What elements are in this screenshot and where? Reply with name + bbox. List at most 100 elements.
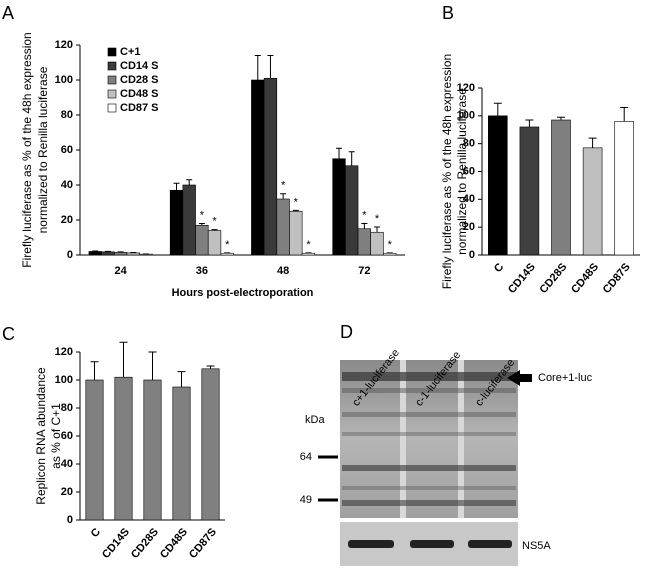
x-tick-label: 36 — [196, 265, 208, 277]
error-bar — [90, 361, 99, 380]
y-axis-label: Replicon RNA abundance — [34, 367, 48, 505]
bar — [357, 228, 372, 256]
bar — [169, 189, 184, 256]
y-tick-label: 120 — [457, 82, 475, 94]
error-bar — [92, 250, 99, 252]
bar — [614, 121, 634, 256]
bar — [263, 77, 278, 256]
bar — [345, 165, 359, 256]
panel-letter: A — [2, 3, 14, 23]
x-tick-label: C — [89, 526, 103, 540]
band-label: Core+1-luc — [538, 372, 593, 384]
bar — [582, 147, 603, 256]
y-axis-label: normalized to Renilla luciferase — [455, 88, 469, 255]
bar — [201, 368, 220, 521]
bar — [276, 198, 290, 256]
error-bar — [267, 55, 274, 79]
y-axis-label: Firefly luciferase as % of the 48h expre… — [20, 32, 34, 267]
x-tick-label: 72 — [358, 265, 370, 277]
bar — [207, 230, 222, 256]
y-tick-label: 60 — [463, 165, 475, 177]
x-tick-label: C — [492, 261, 506, 275]
x-axis-label: Hours post-electroporation — [172, 287, 314, 299]
error-bar — [117, 251, 124, 253]
bar — [101, 251, 115, 256]
bar — [113, 252, 128, 256]
bar — [182, 184, 196, 256]
x-tick-label: CD87S — [601, 261, 633, 296]
error-bar — [173, 182, 180, 191]
y-tick-label: 100 — [457, 110, 475, 122]
x-tick-label: CD28S — [129, 526, 161, 561]
bar — [195, 224, 209, 256]
y-tick-label: 20 — [463, 221, 475, 233]
annotation: * — [225, 239, 230, 251]
bar — [383, 252, 397, 256]
y-tick-label: 60 — [61, 430, 73, 442]
error-bar — [557, 116, 565, 121]
marker-label: 49 — [300, 494, 312, 506]
error-bar — [198, 223, 205, 226]
bar — [289, 210, 303, 256]
x-tick-label: 24 — [115, 265, 128, 277]
error-bar — [254, 55, 261, 80]
y-axis-label: Firefly luciferase as % of the 48h expre… — [440, 54, 454, 289]
y-tick-label: 80 — [463, 138, 475, 150]
annotation: * — [375, 213, 380, 225]
x-tick-label: CD28S — [538, 261, 570, 296]
error-bar — [493, 102, 502, 116]
x-tick-label: CD14S — [506, 261, 538, 296]
y-tick-label: 120 — [55, 346, 73, 358]
bar — [370, 231, 384, 256]
bar — [301, 252, 316, 256]
bar — [126, 252, 140, 256]
y-tick-label: 80 — [61, 109, 73, 121]
error-bar — [119, 341, 128, 378]
error-bar — [620, 106, 629, 122]
y-tick-label: 40 — [61, 458, 73, 470]
y-tick-label: 60 — [61, 144, 73, 156]
y-tick-label: 100 — [55, 74, 73, 86]
error-bar — [588, 137, 597, 148]
blot-image — [318, 360, 532, 566]
annotation: * — [212, 216, 217, 228]
y-tick-label: 40 — [463, 193, 475, 205]
x-tick-label: 48 — [277, 265, 289, 277]
legend-label: C+1 — [120, 46, 141, 58]
error-bar — [206, 365, 215, 369]
y-tick-label: 120 — [55, 39, 73, 51]
legend-swatch — [107, 47, 117, 57]
bar — [172, 386, 191, 521]
error-bar — [104, 250, 111, 252]
error-bar — [148, 351, 157, 380]
panel-letter: C — [2, 324, 15, 344]
error-bar — [177, 371, 186, 387]
legend-label: CD28 S — [120, 74, 159, 86]
error-bar — [525, 119, 534, 127]
unit-label: kDa — [305, 414, 325, 426]
x-tick-label: CD14S — [100, 526, 132, 561]
annotation: * — [200, 209, 205, 221]
error-bar — [292, 209, 299, 212]
annotation: * — [388, 239, 393, 251]
y-tick-label: 0 — [67, 514, 73, 526]
y-tick-label: 80 — [61, 402, 73, 414]
annotation: * — [362, 209, 367, 221]
legend-swatch — [107, 103, 117, 113]
y-tick-label: 0 — [67, 249, 73, 261]
panel-letter: B — [442, 3, 454, 23]
y-axis-label: normalized to Renilla luciferase — [36, 66, 50, 233]
x-tick-label: CD87S — [187, 526, 219, 561]
error-bar — [280, 193, 287, 199]
error-bar — [374, 226, 381, 233]
bar — [220, 252, 234, 256]
y-tick-label: 40 — [61, 179, 73, 191]
y-tick-label: 0 — [469, 249, 475, 261]
legend-label: CD48 S — [120, 88, 159, 100]
y-tick-label: 100 — [55, 374, 73, 386]
marker-label: 64 — [300, 451, 312, 463]
x-tick-label: CD48S — [158, 526, 190, 561]
y-axis-label: as % of C+1 — [49, 403, 63, 469]
